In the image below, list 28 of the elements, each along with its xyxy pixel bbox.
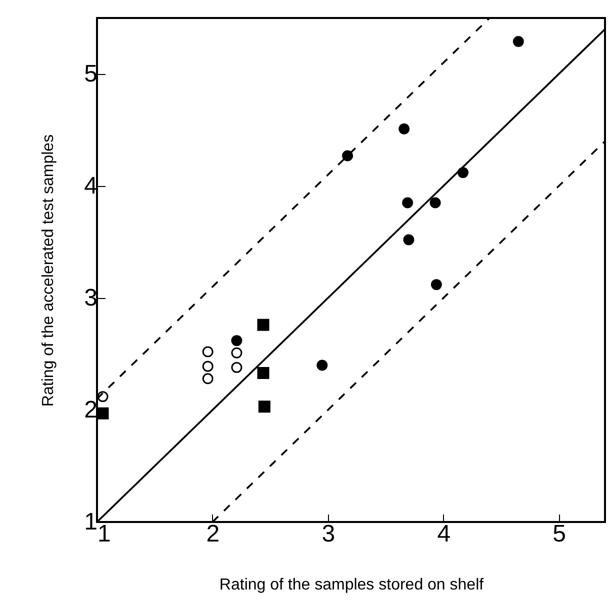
point — [257, 367, 270, 380]
point — [258, 400, 270, 413]
y-tick-label: 4 — [84, 172, 98, 200]
point — [398, 123, 410, 134]
point — [403, 234, 414, 246]
x-axis-title: Rating of the samples stored on shelf — [219, 576, 484, 594]
y-tick-label: 5 — [84, 60, 98, 88]
x-tick-label: 3 — [322, 520, 336, 548]
x-tick-label: 2 — [206, 520, 220, 548]
point — [231, 362, 242, 373]
point — [430, 279, 442, 290]
point — [202, 373, 214, 384]
y-tick-label: 3 — [84, 284, 98, 312]
point — [231, 335, 242, 346]
point — [316, 360, 328, 371]
point — [430, 197, 441, 208]
point — [96, 407, 109, 420]
y-tick-label: 2 — [84, 396, 98, 424]
point — [202, 360, 214, 372]
point — [231, 347, 242, 358]
x-tick-label: 4 — [437, 520, 451, 548]
point — [257, 318, 270, 331]
point — [512, 36, 524, 48]
point — [342, 150, 354, 162]
y-axis-title: Rating of the accelerated test samples — [40, 134, 58, 407]
point — [402, 197, 414, 208]
point — [202, 346, 214, 358]
x-tick-label: 5 — [552, 520, 566, 548]
